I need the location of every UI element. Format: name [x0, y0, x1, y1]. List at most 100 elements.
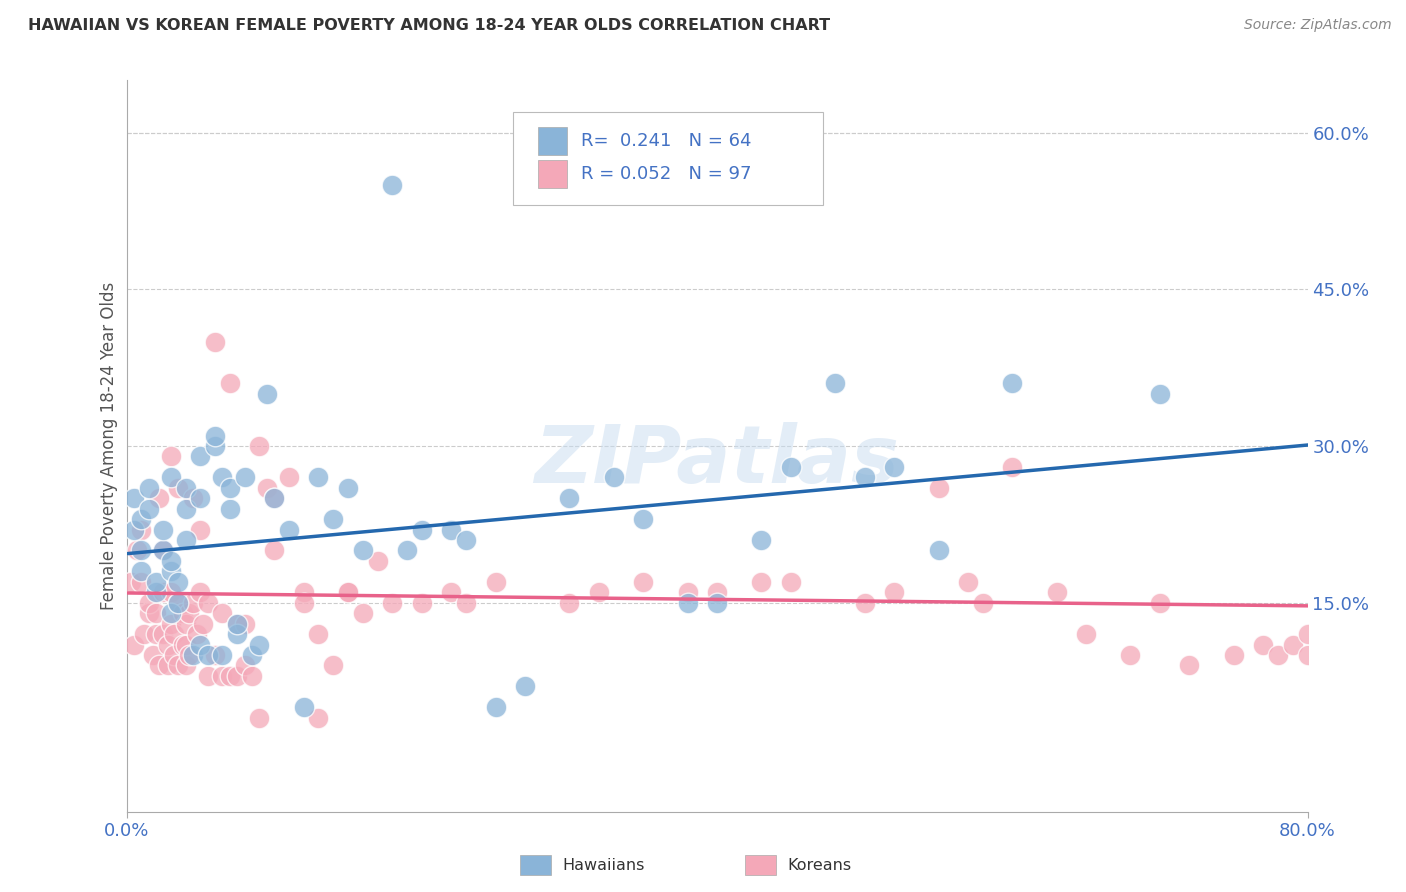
Point [278, 470, 301, 484]
Text: Hawaiians: Hawaiians [562, 858, 645, 872]
Point [167, 574, 190, 589]
Point [125, 543, 148, 558]
Point [1001, 459, 1024, 474]
Point [163, 648, 186, 662]
Point [440, 523, 463, 537]
Point [381, 596, 404, 610]
Point [367, 554, 389, 568]
Point [188, 638, 212, 652]
Point [603, 470, 626, 484]
Text: R = 0.052   N = 97: R = 0.052 N = 97 [581, 165, 751, 183]
Point [160, 606, 183, 620]
Point [456, 533, 478, 547]
Point [134, 627, 156, 641]
Point [197, 669, 219, 683]
Y-axis label: Female Poverty Among 18-24 Year Olds: Female Poverty Among 18-24 Year Olds [100, 282, 118, 610]
Point [233, 658, 256, 673]
Point [129, 543, 153, 558]
Point [172, 606, 194, 620]
Point [226, 669, 249, 683]
Point [219, 669, 242, 683]
Point [751, 533, 773, 547]
Point [148, 491, 170, 506]
Point [352, 606, 374, 620]
Point [122, 491, 145, 506]
Point [177, 648, 200, 662]
Point [440, 585, 463, 599]
Point [129, 523, 153, 537]
Text: HAWAIIAN VS KOREAN FEMALE POVERTY AMONG 18-24 YEAR OLDS CORRELATION CHART: HAWAIIAN VS KOREAN FEMALE POVERTY AMONG … [28, 18, 831, 33]
Point [152, 543, 174, 558]
Point [292, 596, 315, 610]
Text: R=  0.241   N = 64: R= 0.241 N = 64 [581, 132, 751, 150]
Point [204, 428, 226, 442]
Point [160, 450, 183, 464]
Point [263, 491, 285, 506]
Point [188, 491, 212, 506]
Point [129, 574, 153, 589]
Point [337, 585, 360, 599]
Point [1149, 596, 1171, 610]
Point [1046, 585, 1069, 599]
Point [160, 565, 183, 579]
Point [167, 481, 190, 495]
Point [145, 627, 167, 641]
Point [780, 574, 803, 589]
Point [174, 616, 197, 631]
Point [240, 669, 263, 683]
Point [226, 616, 249, 631]
Point [292, 585, 315, 599]
Point [278, 523, 301, 537]
Point [558, 596, 581, 610]
Point [211, 606, 233, 620]
Point [174, 533, 197, 547]
Point [204, 439, 226, 453]
Point [120, 574, 142, 589]
Point [484, 700, 508, 714]
Point [1223, 648, 1246, 662]
Point [156, 638, 179, 652]
Point [352, 543, 374, 558]
Point [558, 491, 581, 506]
Point [1178, 658, 1201, 673]
Point [706, 585, 728, 599]
Point [1267, 648, 1289, 662]
Point [167, 596, 190, 610]
Point [1001, 376, 1024, 391]
Point [853, 470, 876, 484]
Point [883, 459, 905, 474]
Point [1253, 638, 1275, 652]
Point [160, 554, 183, 568]
Point [780, 459, 803, 474]
Point [152, 523, 174, 537]
Point [337, 481, 360, 495]
Point [138, 596, 160, 610]
Point [193, 616, 215, 631]
Point [381, 178, 404, 192]
Point [308, 711, 330, 725]
Point [188, 585, 212, 599]
Text: ZIPatlas: ZIPatlas [534, 422, 900, 500]
Point [188, 450, 212, 464]
Point [152, 627, 174, 641]
Point [172, 638, 194, 652]
Point [588, 585, 610, 599]
Point [456, 596, 478, 610]
Point [706, 596, 728, 610]
Point [292, 700, 315, 714]
Point [396, 543, 419, 558]
Point [263, 491, 285, 506]
Point [751, 574, 773, 589]
Point [129, 512, 153, 526]
Point [197, 648, 219, 662]
Point [515, 679, 537, 693]
Point [211, 470, 233, 484]
Text: Source: ZipAtlas.com: Source: ZipAtlas.com [1244, 18, 1392, 32]
Point [188, 523, 212, 537]
Point [167, 658, 190, 673]
Point [160, 616, 183, 631]
Point [263, 543, 285, 558]
Point [676, 585, 699, 599]
Point [219, 376, 242, 391]
Point [1296, 627, 1319, 641]
